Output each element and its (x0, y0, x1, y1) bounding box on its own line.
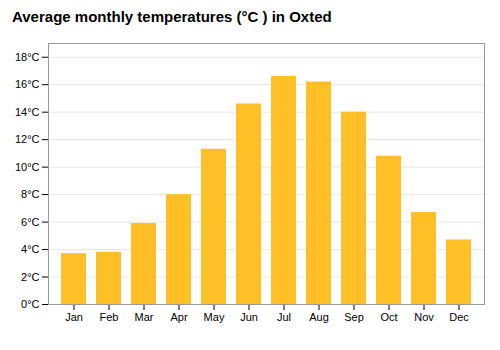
svg-text:16°C: 16°C (15, 78, 40, 90)
svg-text:Nov: Nov (414, 311, 434, 323)
html-text:Average monthly temperatures (: Average monthly temperatures (°C ) in Ox… (12, 8, 332, 25)
svg-text:Mar: Mar (135, 311, 154, 323)
svg-text:4°C: 4°C (21, 243, 40, 255)
svg-text:18°C: 18°C (15, 51, 40, 63)
svg-text:14°C: 14°C (15, 106, 40, 118)
svg-text:Jul: Jul (277, 311, 291, 323)
svg-text:Sep: Sep (344, 311, 364, 323)
svg-text:2°C: 2°C (21, 271, 40, 283)
svg-text:Jan: Jan (65, 311, 83, 323)
svg-text:12°C: 12°C (15, 133, 40, 145)
svg-text:Apr: Apr (170, 311, 187, 323)
svg-text:Feb: Feb (100, 311, 119, 323)
svg-text:6°C: 6°C (21, 216, 40, 228)
svg-text:Jun: Jun (240, 311, 258, 323)
svg-text:10°C: 10°C (15, 161, 40, 173)
svg-text:May: May (204, 311, 225, 323)
svg-text:Aug: Aug (309, 311, 329, 323)
svg-text:Oct: Oct (380, 311, 397, 323)
svg-text:Dec: Dec (449, 311, 469, 323)
svg-text:0°C: 0°C (21, 298, 40, 310)
svg-text:8°C: 8°C (21, 188, 40, 200)
